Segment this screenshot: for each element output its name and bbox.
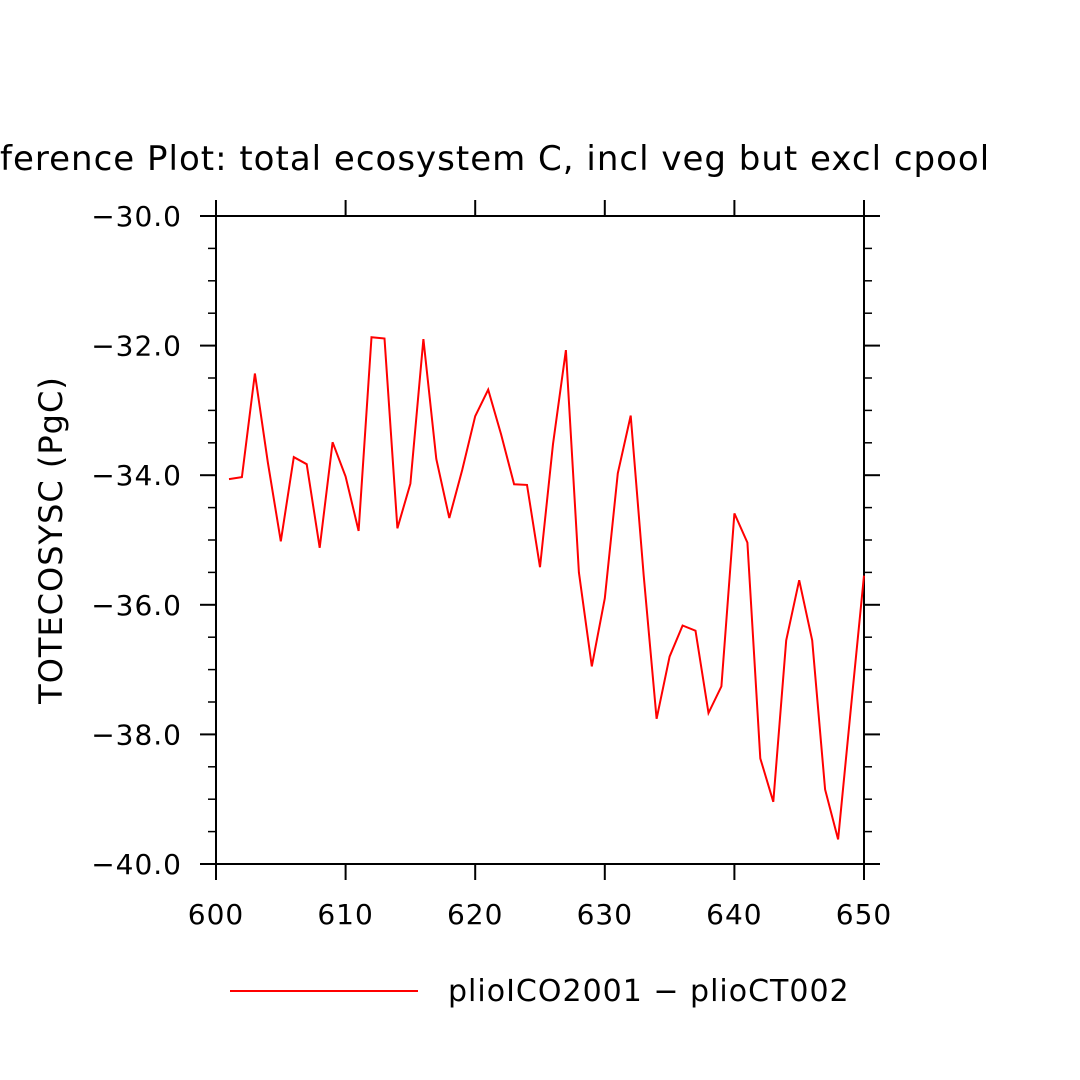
x-tick-label: 630: [577, 898, 633, 931]
axis-ticks: [200, 200, 880, 880]
y-tick-label: −38.0: [91, 718, 182, 751]
chart-title: ference Plot: total ecosystem C, incl ve…: [0, 139, 990, 179]
x-tick-label: 640: [706, 898, 762, 931]
y-tick-label: −30.0: [91, 200, 182, 233]
y-tick-label: −40.0: [91, 848, 182, 881]
series-line: [228, 336, 865, 840]
y-tick-label: −36.0: [91, 589, 182, 622]
x-tick-label: 610: [317, 898, 373, 931]
x-tick-label: 650: [836, 898, 892, 931]
y-tick-label: −32.0: [91, 330, 182, 363]
plot-frame: [215, 215, 865, 865]
axis-tick-labels: 600 610 620 630 640 650 −30.0 −32.0 −34.0 −36.0 −3…: [91, 200, 892, 931]
x-tick-label: 600: [188, 898, 244, 931]
y-tick-label: −34.0: [91, 459, 182, 492]
y-axis-label: TOTECOSYSC (PgC): [32, 376, 70, 705]
x-tick-label: 620: [447, 898, 503, 931]
legend: plioICO2001 − plioCT002: [230, 974, 850, 1009]
legend-label: plioICO2001 − plioCT002: [448, 974, 850, 1009]
